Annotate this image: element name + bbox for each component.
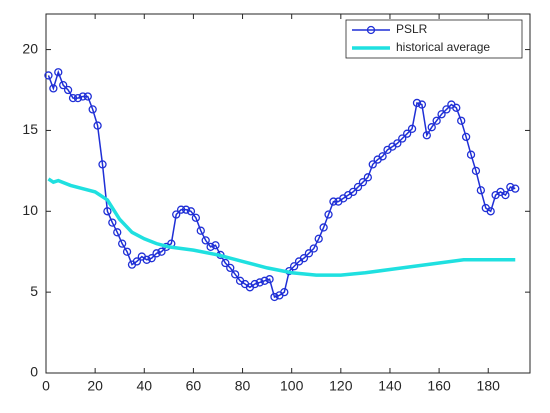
marker [260, 276, 269, 285]
marker [427, 123, 436, 132]
x-tick-label: 100 [280, 378, 304, 394]
x-tick-label: 140 [378, 378, 402, 394]
marker [221, 258, 230, 268]
marker [353, 182, 363, 192]
line [47, 177, 516, 277]
marker [407, 124, 417, 133]
marker [265, 275, 274, 284]
marker [152, 249, 161, 258]
marker [289, 262, 299, 271]
marker [59, 81, 68, 90]
marker [176, 205, 186, 214]
y-tick-label: 20 [22, 40, 38, 56]
marker [506, 182, 515, 192]
marker [54, 68, 63, 77]
legend-marker [366, 25, 376, 35]
marker [226, 263, 235, 273]
marker [181, 205, 191, 214]
marker [63, 85, 73, 95]
marker [329, 197, 338, 206]
marker [319, 223, 328, 232]
marker [422, 131, 431, 140]
marker [231, 270, 240, 279]
marker [432, 116, 441, 125]
marker [471, 166, 481, 176]
plot-area [45, 13, 531, 374]
marker [206, 242, 215, 252]
marker [457, 116, 466, 125]
marker [44, 71, 53, 80]
marker [191, 213, 201, 222]
x-tick-label: 20 [87, 378, 103, 394]
legend [345, 19, 523, 59]
marker [68, 93, 78, 103]
marker [98, 160, 107, 169]
marker [280, 287, 289, 297]
marker [132, 257, 142, 266]
marker [314, 234, 323, 243]
y-tick-label: 5 [30, 283, 38, 299]
marker [88, 105, 97, 114]
marker [73, 93, 83, 103]
marker [49, 84, 58, 93]
x-tick-label: 60 [186, 378, 202, 394]
marker [486, 207, 495, 216]
marker [250, 279, 259, 289]
marker [186, 207, 196, 216]
marker [324, 210, 333, 219]
marker [378, 152, 387, 161]
x-tick-label: 40 [136, 378, 152, 394]
marker [299, 254, 309, 263]
marker [78, 92, 88, 101]
marker [358, 178, 368, 187]
marker [147, 254, 156, 263]
x-tick-label: 0 [42, 378, 50, 394]
marker [393, 139, 402, 148]
marker [403, 129, 412, 138]
marker [511, 184, 520, 193]
marker [157, 247, 166, 256]
marker [211, 241, 220, 250]
marker [118, 239, 127, 248]
marker [368, 160, 377, 169]
marker [83, 92, 92, 101]
x-tick-label: 120 [329, 378, 353, 394]
marker [255, 278, 264, 287]
legend-label: PSLR [396, 22, 428, 36]
marker [417, 100, 427, 109]
marker [196, 226, 205, 235]
y-tick-label: 15 [22, 121, 38, 137]
marker [412, 98, 422, 108]
marker [461, 132, 471, 142]
marker [348, 187, 358, 197]
marker [172, 210, 181, 219]
marker [442, 105, 451, 114]
marker [122, 247, 132, 256]
marker [452, 103, 461, 112]
marker [108, 218, 117, 227]
marker [437, 110, 446, 119]
y-tick-label: 10 [22, 202, 38, 218]
marker [501, 190, 510, 200]
y-tick-label: 0 [30, 364, 38, 380]
marker [398, 134, 407, 143]
marker [93, 121, 102, 130]
marker [201, 236, 210, 245]
marker [476, 186, 486, 195]
marker [304, 249, 314, 258]
marker [466, 150, 476, 159]
marker [309, 244, 318, 253]
legend-label: historical average [396, 40, 490, 54]
marker [270, 292, 279, 302]
marker [363, 173, 372, 182]
marker [103, 207, 112, 216]
marker [142, 255, 151, 264]
x-tick-label: 80 [235, 378, 251, 394]
line [47, 69, 516, 298]
x-tick-label: 180 [477, 378, 501, 394]
x-tick-label: 160 [427, 378, 451, 394]
marker [113, 228, 122, 237]
